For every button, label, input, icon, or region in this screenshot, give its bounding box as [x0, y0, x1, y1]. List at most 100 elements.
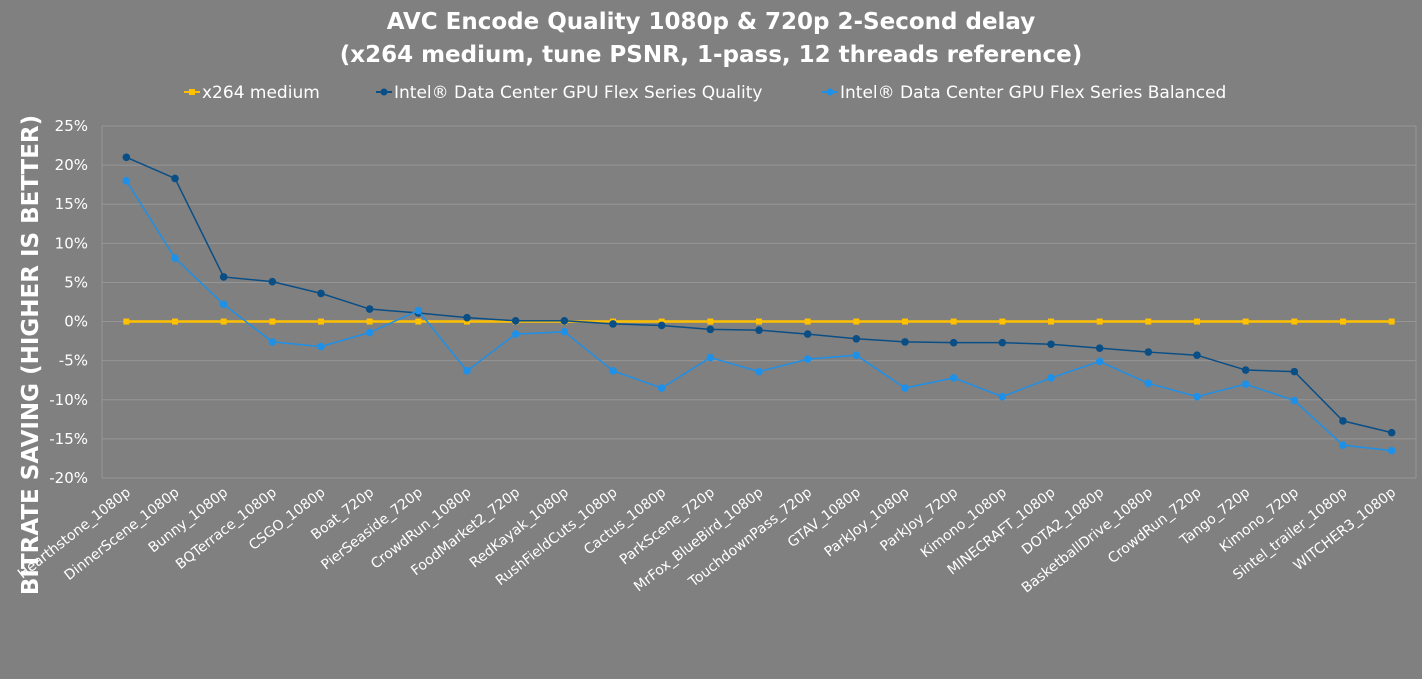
data-point: [998, 392, 1007, 401]
data-point: [122, 176, 131, 185]
data-point: [853, 318, 860, 325]
data-point: [219, 300, 228, 309]
data-point: [219, 273, 228, 281]
data-point: [123, 318, 130, 325]
y-tick-label: 25%: [55, 117, 88, 135]
data-point: [657, 321, 666, 330]
data-point: [220, 318, 227, 325]
data-point: [268, 277, 277, 286]
y-tick-label: -15%: [49, 430, 88, 448]
data-point: [1096, 318, 1103, 325]
y-tick-label: -5%: [59, 352, 88, 370]
data-point: [171, 254, 179, 262]
data-point: [999, 318, 1006, 325]
data-point: [172, 318, 178, 325]
data-point: [902, 318, 908, 325]
data-point: [707, 318, 714, 325]
data-point: [1047, 374, 1055, 382]
data-point: [755, 367, 763, 376]
legend-label: x264 medium: [202, 83, 320, 103]
y-axis-label: BITRATE SAVING (HIGHER IS BETTER): [18, 115, 44, 595]
data-point: [1095, 357, 1104, 366]
series-2: [122, 176, 1396, 455]
legend-label: Intel® Data Center GPU Flex Series Balan…: [840, 83, 1226, 103]
data-point: [1193, 392, 1201, 401]
data-point: [268, 338, 277, 346]
data-point: [269, 318, 276, 325]
data-point: [1193, 351, 1201, 359]
data-point: [1048, 318, 1054, 325]
data-point: [658, 318, 665, 325]
data-point: [511, 316, 520, 325]
data-point: [657, 384, 666, 392]
x-tick-label: Cactus_1080p: [581, 484, 669, 558]
data-point: [463, 367, 471, 375]
legend-marker: [826, 88, 834, 96]
x-tick-label: DOTA2_1080p: [1019, 484, 1107, 558]
data-point: [318, 318, 324, 325]
y-axis-ticks: -20% -15% -10% -5% 0% 5% 10% 15% 20% 25%: [49, 117, 88, 487]
data-point: [609, 320, 617, 328]
chart-title-line1: AVC Encode Quality 1080p & 720p 2-Second…: [387, 9, 1036, 35]
data-point: [1241, 366, 1250, 374]
data-point: [1047, 340, 1055, 349]
data-point: [1291, 318, 1298, 325]
data-point: [949, 374, 958, 382]
data-point: [1387, 428, 1396, 437]
data-point: [415, 318, 422, 325]
data-point: [463, 313, 471, 322]
data-point: [1242, 318, 1249, 325]
data-point: [1095, 344, 1104, 352]
data-point: [1194, 318, 1200, 325]
data-series: [122, 153, 1396, 455]
legend-label: Intel® Data Center GPU Flex Series Quali…: [394, 83, 762, 103]
gridlines: [101, 125, 1417, 479]
data-point: [706, 353, 715, 362]
data-point: [755, 326, 763, 334]
legend-entry: Intel® Data Center GPU Flex Series Balan…: [822, 83, 1226, 103]
data-point: [1388, 318, 1395, 325]
data-point: [756, 318, 762, 325]
legend-marker: [189, 89, 195, 95]
data-point: [1241, 380, 1250, 388]
data-point: [1145, 318, 1152, 325]
series-line: [125, 180, 1392, 452]
data-point: [803, 330, 812, 338]
data-point: [317, 342, 325, 351]
data-point: [1339, 441, 1347, 449]
y-tick-label: 10%: [55, 234, 88, 252]
data-point: [1290, 367, 1299, 376]
data-point: [998, 338, 1007, 347]
data-point: [609, 367, 617, 375]
data-point: [1144, 348, 1153, 356]
data-point: [1339, 417, 1347, 425]
data-point: [1340, 318, 1346, 325]
legend-entry: x264 medium: [184, 83, 320, 103]
data-point: [171, 174, 179, 183]
data-point: [511, 330, 520, 338]
data-point: [122, 153, 131, 162]
data-point: [560, 327, 569, 336]
data-point: [804, 318, 811, 325]
x-axis-ticks: Hearthstone_1080pDinnerScene_1080pBunny_…: [15, 484, 1399, 596]
series-1: [122, 153, 1396, 437]
data-point: [1144, 379, 1153, 388]
data-point: [365, 328, 374, 337]
x-tick-label: ParkJoy_1080p: [822, 484, 913, 560]
y-tick-label: 5%: [64, 273, 88, 291]
data-point: [950, 318, 957, 325]
chart-legend: x264 medium Intel® Data Center GPU Flex S…: [184, 83, 1226, 103]
data-point: [414, 306, 423, 315]
data-point: [852, 351, 861, 359]
y-tick-label: 20%: [55, 156, 88, 174]
data-point: [949, 338, 958, 347]
data-point: [317, 289, 325, 298]
data-point: [706, 325, 715, 334]
data-point: [852, 334, 861, 343]
data-point: [365, 305, 374, 313]
series-line: [126, 156, 1392, 434]
data-point: [560, 316, 569, 325]
data-point: [803, 355, 812, 363]
y-tick-label: 0%: [64, 313, 88, 331]
